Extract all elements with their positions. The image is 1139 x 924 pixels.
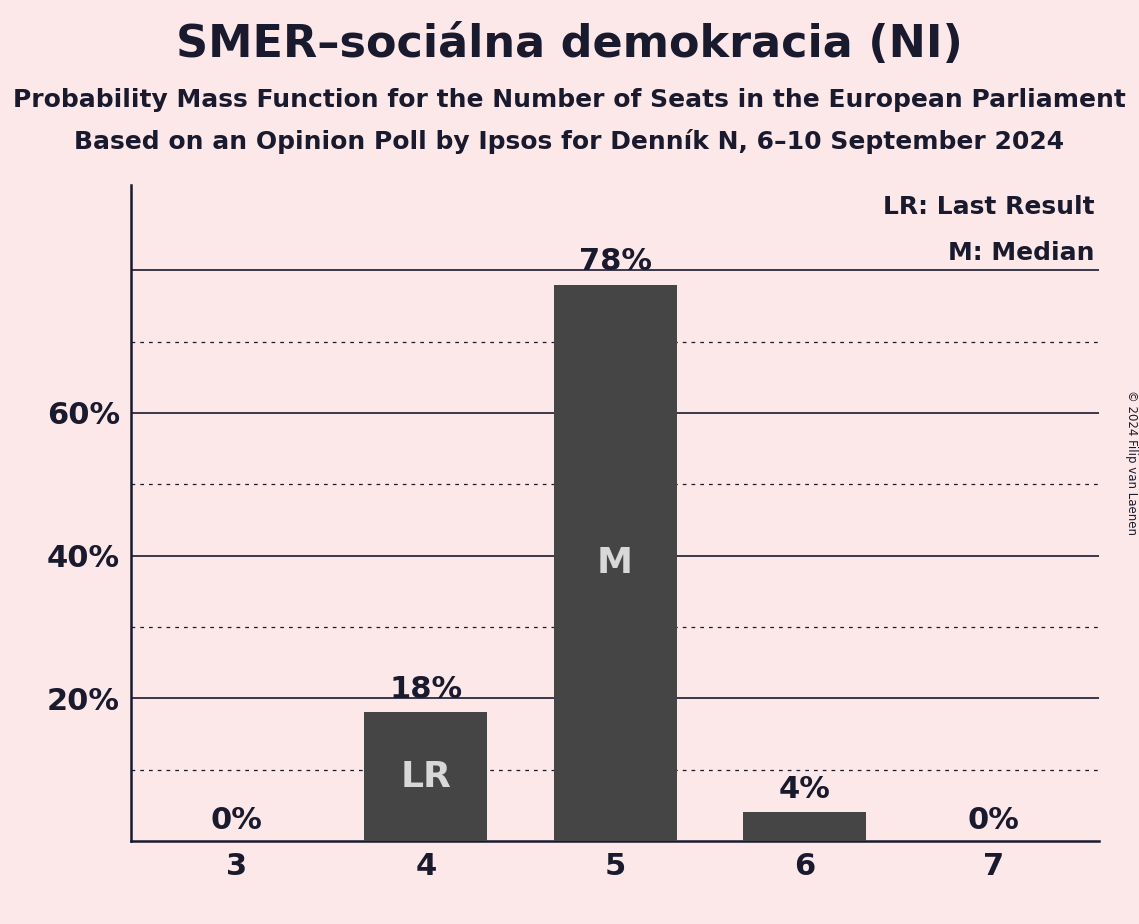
Text: 78%: 78% [579, 247, 652, 276]
Text: © 2024 Filip van Laenen: © 2024 Filip van Laenen [1124, 390, 1138, 534]
Text: 18%: 18% [390, 675, 462, 704]
Text: 0%: 0% [968, 806, 1019, 835]
Text: LR: LR [400, 760, 451, 794]
Text: M: Median: M: Median [948, 240, 1095, 264]
Text: Based on an Opinion Poll by Ipsos for Denník N, 6–10 September 2024: Based on an Opinion Poll by Ipsos for De… [74, 129, 1065, 154]
Bar [743, 812, 866, 841]
Text: LR: Last Result: LR: Last Result [883, 195, 1095, 219]
Bar [554, 285, 677, 841]
Bar [364, 712, 487, 841]
Text: SMER–sociálna demokracia (NI): SMER–sociálna demokracia (NI) [177, 23, 962, 67]
Text: M: M [597, 546, 633, 579]
Text: 0%: 0% [211, 806, 262, 835]
Text: Probability Mass Function for the Number of Seats in the European Parliament: Probability Mass Function for the Number… [13, 88, 1126, 112]
Text: 4%: 4% [778, 774, 830, 804]
